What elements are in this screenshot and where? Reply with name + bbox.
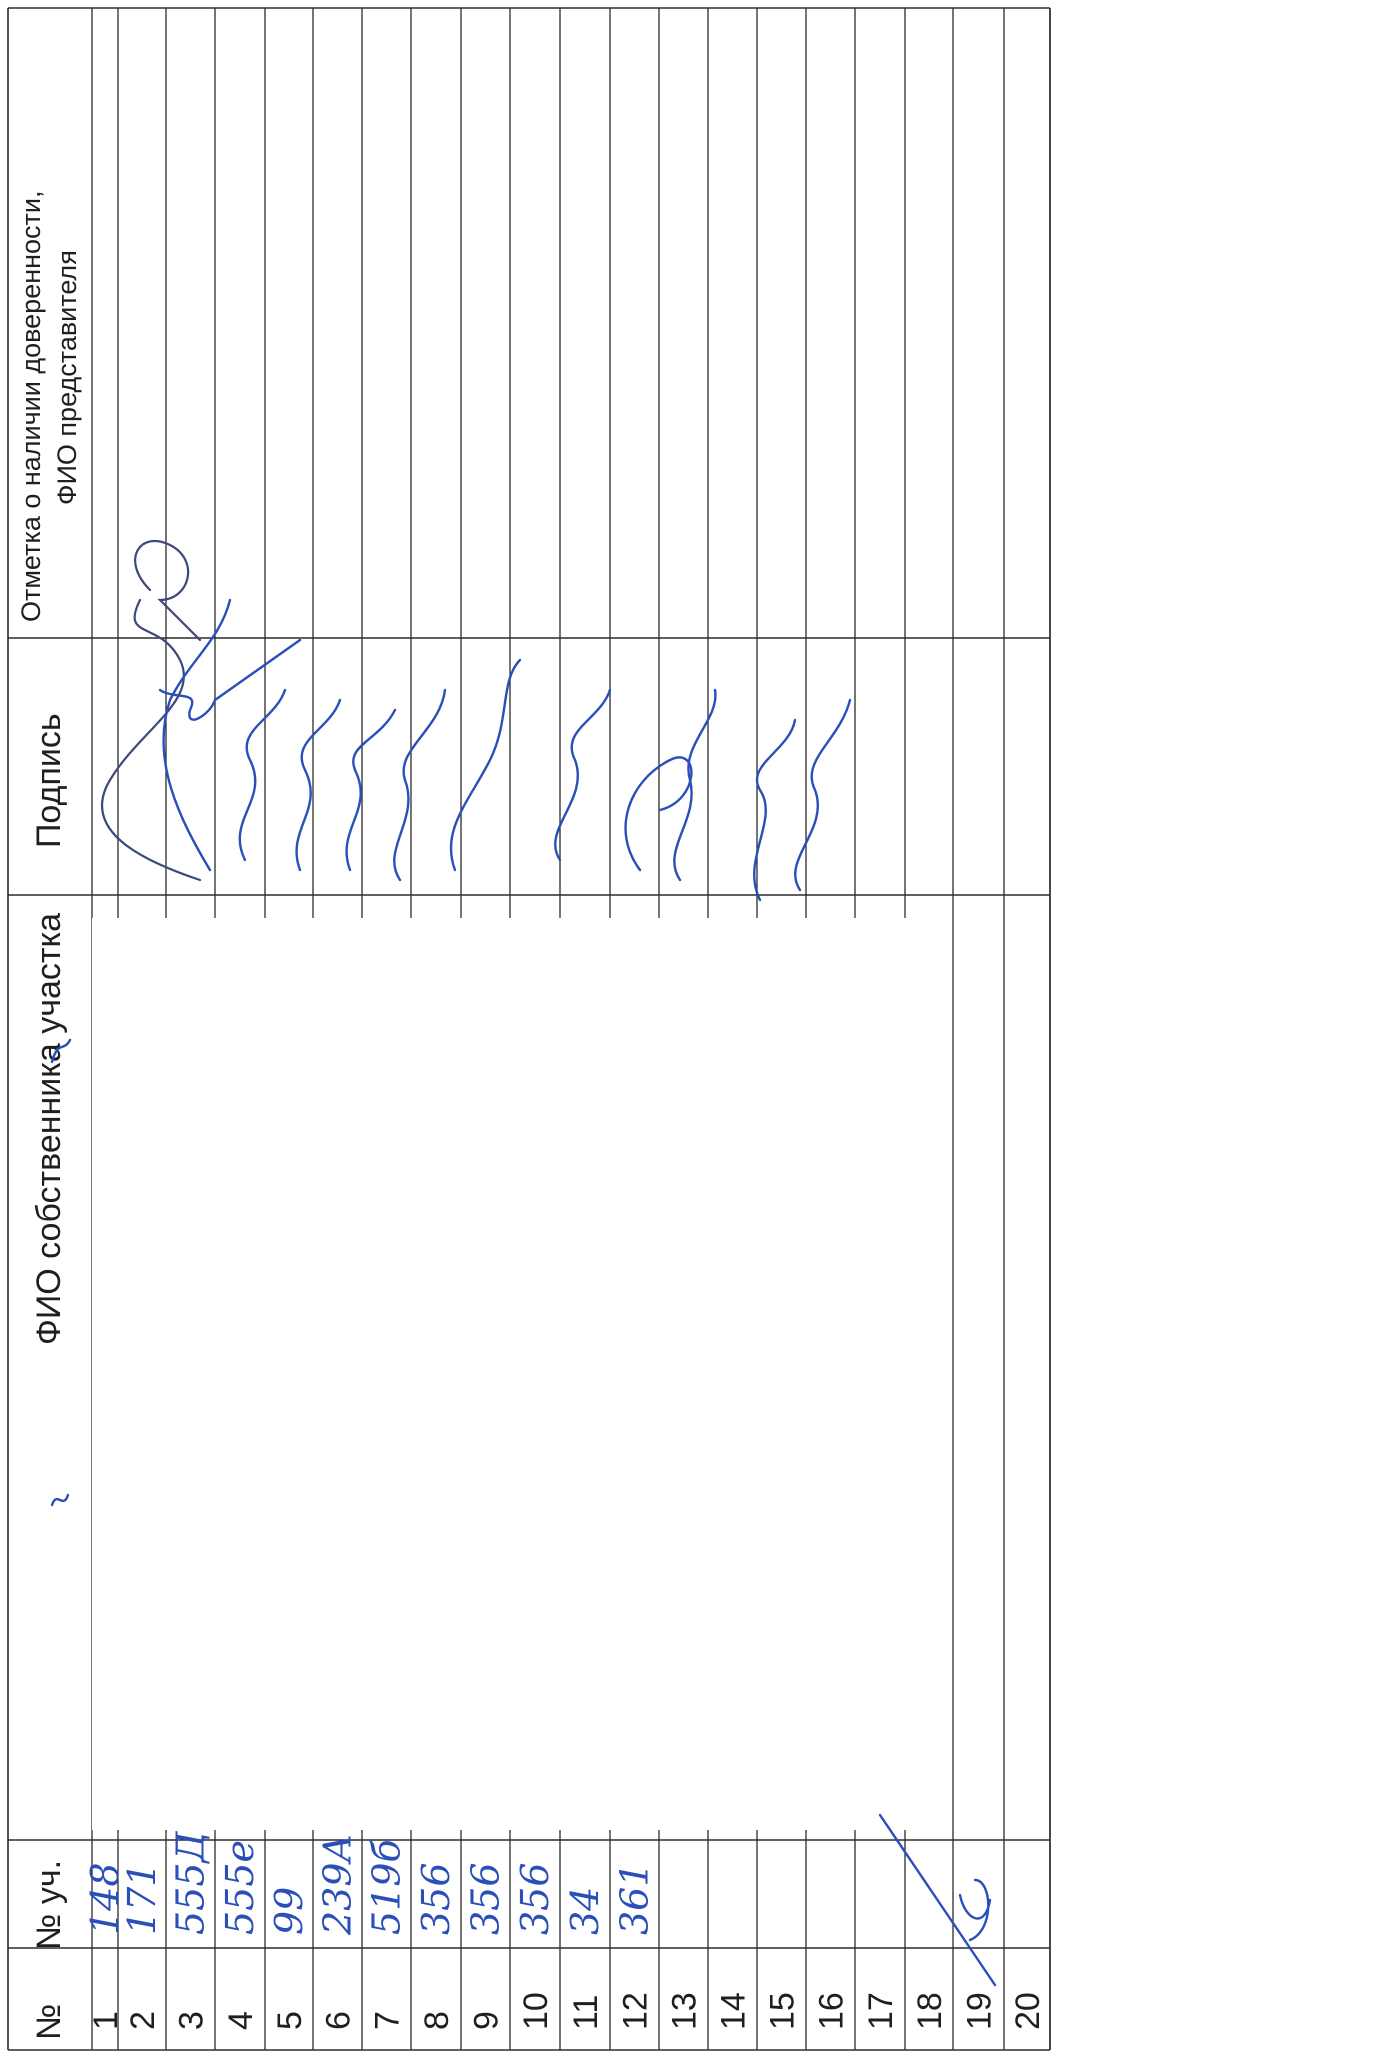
table-row: 9 356 xyxy=(464,1862,508,2030)
table-row: 3 555Д xyxy=(169,1830,213,2030)
table-row: 6 239А xyxy=(316,1834,360,2030)
table-row: 13 xyxy=(666,1992,704,2030)
table-row: 8 356 xyxy=(414,1862,458,2030)
table-row: 10 356 xyxy=(513,1862,557,2030)
table-row: 4 555е xyxy=(218,1840,262,2030)
signature-loop-top xyxy=(134,539,202,642)
table-row: 18 xyxy=(911,1992,949,2030)
signature-row-3 xyxy=(238,688,287,862)
table-row: 5 99 xyxy=(267,1887,311,2030)
signature-row-11 xyxy=(753,718,797,902)
row-number: 6 xyxy=(320,2011,358,2030)
header-signature: Подпись xyxy=(30,713,68,848)
row-number: 10 xyxy=(517,1992,555,2030)
plot-number: 356 xyxy=(513,1862,557,1935)
header-owner-name: ФИО собственника участка xyxy=(30,913,68,1345)
redacted-owner-names xyxy=(92,918,932,1830)
table-row: 17 xyxy=(862,1992,900,2030)
row-number: 18 xyxy=(911,1992,949,2030)
row-number: 4 xyxy=(222,2011,260,2030)
signature-row-5 xyxy=(345,708,397,872)
table-row: 12 361 xyxy=(613,1862,657,2030)
row-number: 17 xyxy=(862,1992,900,2030)
strike-line-rows-13-15 xyxy=(878,1813,997,1987)
row-number: 11 xyxy=(567,1995,605,2030)
plot-number: 34 xyxy=(563,1887,607,1935)
signature-row-1b xyxy=(162,598,232,872)
signature-row-6 xyxy=(393,688,447,882)
stray-stroke-mid xyxy=(50,1493,70,1507)
row-number: 3 xyxy=(173,2011,211,2030)
row-number: 14 xyxy=(715,1992,753,2030)
plot-number: 519б xyxy=(365,1838,409,1935)
table-row: 1 148 xyxy=(83,1862,127,2030)
plot-number: 99 xyxy=(267,1887,311,1935)
table-row: 14 xyxy=(715,1992,753,2030)
signature-row-4 xyxy=(295,698,342,872)
signature-row-10 xyxy=(673,688,717,882)
plot-number: 555Д xyxy=(169,1830,213,1935)
plot-number: 356 xyxy=(464,1862,508,1935)
row-number: 1 xyxy=(87,2011,125,2030)
signature-row-2 xyxy=(158,638,302,721)
table-row: 2 171 xyxy=(120,1862,164,2030)
row-number: 7 xyxy=(369,2011,407,2030)
table-row: 19 xyxy=(961,1992,999,2030)
table-row: 11 34 xyxy=(563,1887,607,2030)
plot-number: 239А xyxy=(316,1834,360,1936)
row-number: 16 xyxy=(813,1992,851,2030)
header-proxy-line1: Отметка о наличии доверенности, xyxy=(16,191,46,623)
row-number: 15 xyxy=(764,1992,802,2030)
header-proxy-line2: ФИО представителя xyxy=(52,250,82,505)
row-number: 13 xyxy=(666,1992,704,2030)
signature-row-9 xyxy=(624,756,693,872)
table-rows: 114821713555Д4555е5996239А7519б835693561… xyxy=(83,1830,1047,2030)
stray-stroke-top xyxy=(50,1038,72,1064)
header-plot-number: № уч. xyxy=(30,1860,68,1950)
signature-row-8 xyxy=(554,688,612,862)
table-row: 20 xyxy=(1009,1992,1047,2030)
handwriting-marks xyxy=(50,1038,997,1987)
signature-row-1 xyxy=(101,598,202,882)
row-number: 12 xyxy=(617,1992,655,2030)
row-number: 19 xyxy=(961,1992,999,2030)
row-number: 9 xyxy=(468,2011,506,2030)
row-number: 8 xyxy=(418,2011,456,2030)
plot-number: 148 xyxy=(83,1862,127,1935)
row14-scribble xyxy=(958,1878,992,1942)
row-number: 5 xyxy=(271,2011,309,2030)
row-number: 20 xyxy=(1009,1992,1047,2030)
plot-number: 555е xyxy=(218,1840,262,1935)
table-row: 7 519б xyxy=(365,1838,409,2030)
plot-number: 356 xyxy=(414,1862,458,1935)
header-number: № xyxy=(30,2004,68,2040)
row-number: 2 xyxy=(124,2011,162,2030)
plot-number: 361 xyxy=(613,1862,657,1935)
table-header: № № уч. ФИО собственника участка Подпись… xyxy=(16,191,82,2041)
signature-row-7 xyxy=(449,658,522,872)
signature-row-12 xyxy=(794,698,852,892)
table-row: 16 xyxy=(813,1992,851,2030)
table-row: 15 xyxy=(764,1992,802,2030)
signatures xyxy=(101,539,852,902)
plot-number: 171 xyxy=(120,1862,164,1935)
